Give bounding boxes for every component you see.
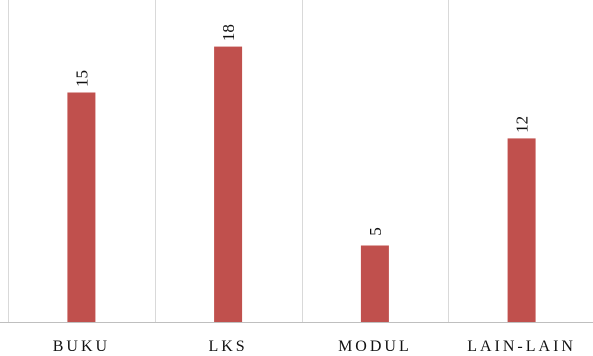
x-tick-label-buku: BUKU <box>53 338 110 355</box>
bar-lain-lain <box>507 138 536 322</box>
grid-layer <box>0 0 593 323</box>
bar-layer <box>67 46 536 322</box>
bar-lks <box>214 46 243 322</box>
data-label-buku: 15 <box>72 70 91 87</box>
x-tick-label-lks: LKS <box>208 338 247 355</box>
x-tick-label-modul: MODUL <box>338 338 412 355</box>
x-axis-tick-layer: BUKU LKS MODUL LAIN-LAIN <box>53 338 576 355</box>
bar-buku <box>67 92 96 322</box>
data-label-layer: 15 18 5 12 <box>72 24 531 236</box>
data-label-lks: 18 <box>219 24 238 41</box>
bar-modul <box>360 245 389 322</box>
data-label-lain-lain: 12 <box>513 116 532 133</box>
data-label-modul: 5 <box>366 227 385 236</box>
x-tick-label-lain-lain: LAIN-LAIN <box>467 338 576 355</box>
